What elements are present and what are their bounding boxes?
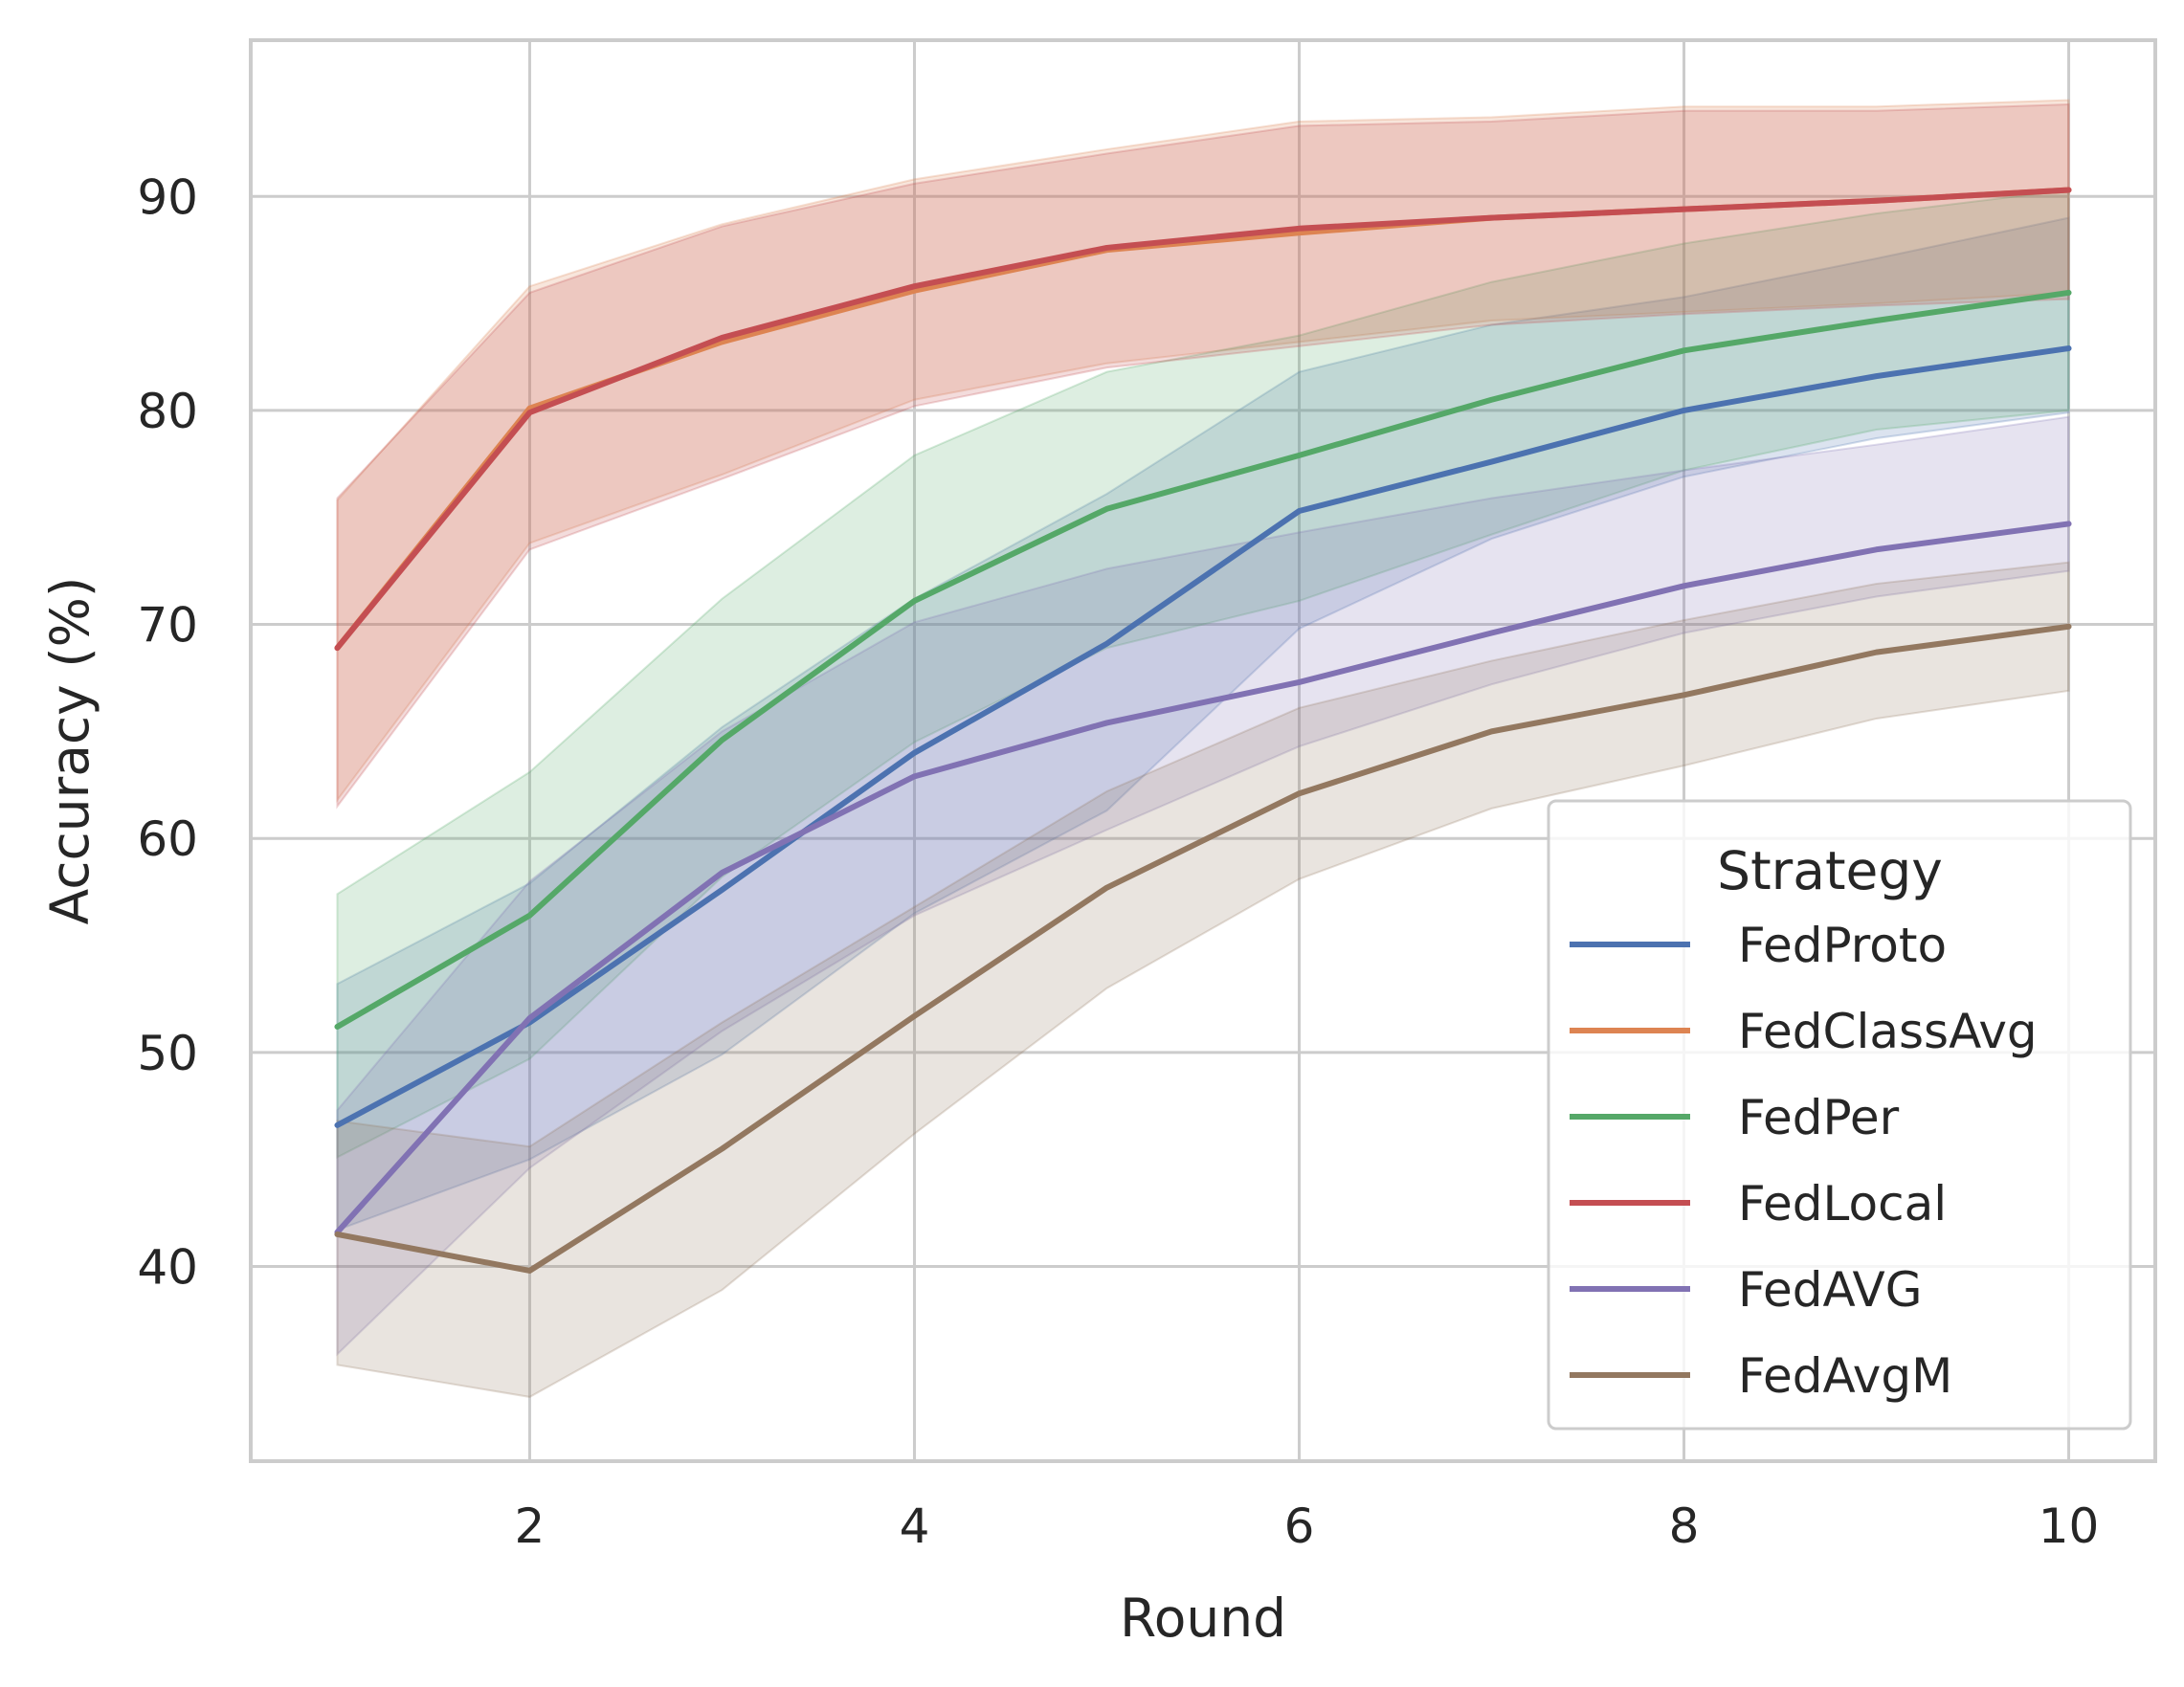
- band-fedavg: [336, 415, 2070, 1357]
- legend-label-fedper: FedPer: [1738, 1090, 1900, 1145]
- x-tick-label: 8: [1669, 1498, 1700, 1554]
- y-tick-label: 80: [137, 384, 198, 439]
- band-fedproto: [336, 216, 2070, 1232]
- x-tick-label: 10: [2039, 1498, 2100, 1554]
- legend-title: Strategy: [1717, 840, 1943, 901]
- legend-label-fedlocal: FedLocal: [1738, 1176, 1947, 1232]
- y-axis-label: Accuracy (%): [39, 577, 100, 925]
- y-tick-label: 90: [137, 169, 198, 225]
- y-tick-label: 50: [137, 1026, 198, 1081]
- x-tick-label: 6: [1284, 1498, 1315, 1554]
- line-fedlocal: [334, 187, 2072, 652]
- line-fedper: [334, 289, 2072, 1031]
- tick-labels: 2 4 6 8 10 40 50 60 70 80 90: [137, 169, 2099, 1554]
- confidence-bands: [336, 99, 2070, 1398]
- legend: Strategy FedProto FedClassAvg FedPer FedLoc…: [1547, 799, 2132, 1431]
- y-tick-label: 40: [137, 1239, 198, 1295]
- legend-label-fedclassavg: FedClassAvg: [1738, 1004, 2038, 1059]
- band-fedavgm: [336, 561, 2070, 1398]
- legend-label-fedproto: FedProto: [1738, 918, 1947, 973]
- x-axis-label: Round: [1120, 1587, 1286, 1649]
- x-tick-label: 4: [900, 1498, 930, 1554]
- line-fedproto: [334, 345, 2072, 1128]
- band-fedper: [336, 189, 2070, 1160]
- plot-frame: [249, 38, 2157, 1463]
- series-lines: [334, 187, 2072, 1274]
- line-fedavg: [334, 521, 2072, 1235]
- line-fedavgm: [334, 623, 2072, 1274]
- legend-box: [1547, 799, 2132, 1431]
- legend-items: FedProto FedClassAvg FedPer FedLocal FedAVG F…: [1570, 918, 2038, 1404]
- y-tick-label: 60: [137, 811, 198, 867]
- legend-label-fedavg: FedAVG: [1738, 1262, 1922, 1318]
- legend-label-fedavgm: FedAvgM: [1738, 1348, 1952, 1404]
- y-tick-label: 70: [137, 598, 198, 654]
- band-fedlocal: [336, 103, 2070, 810]
- x-tick-label: 2: [515, 1498, 546, 1554]
